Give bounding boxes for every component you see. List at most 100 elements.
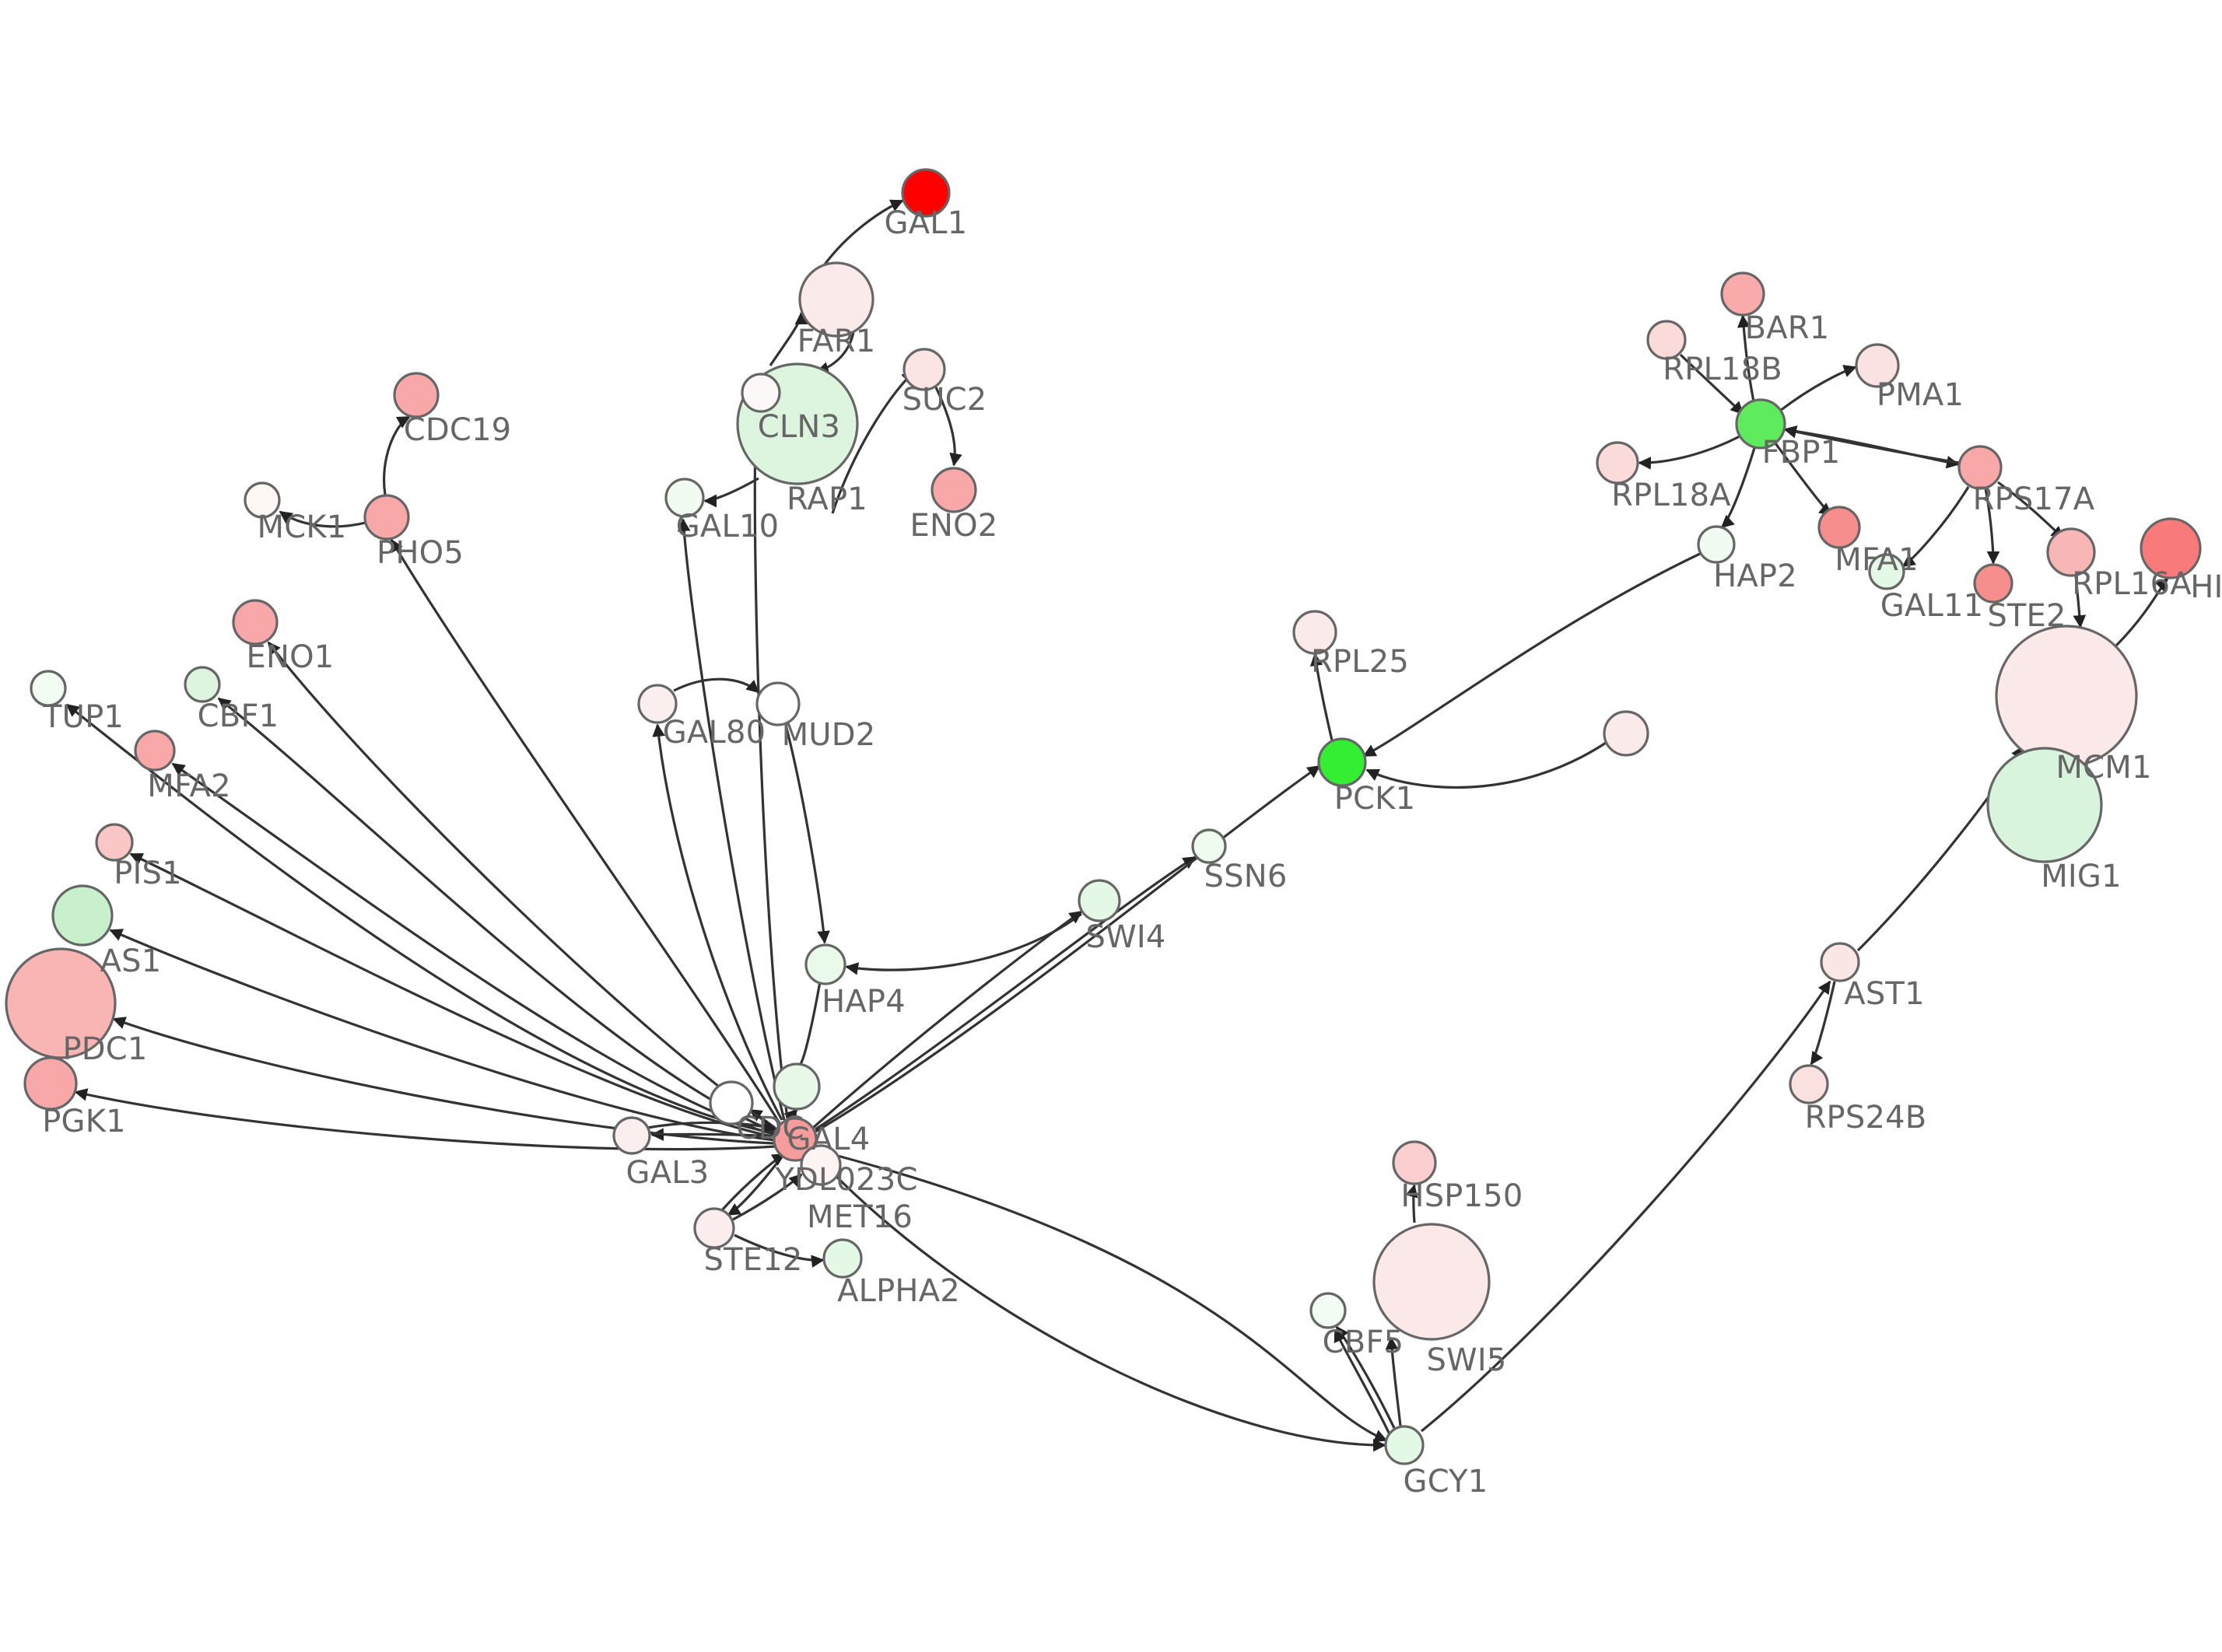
gene-node-cbf5[interactable] [1309,1292,1347,1329]
gene-node-gal3[interactable] [612,1116,651,1155]
gene-node-ssn6[interactable] [1191,828,1227,864]
gene-node-gal10[interactable] [664,478,705,518]
gene-node-pdc1[interactable] [5,947,117,1059]
gene-node-rpl16a[interactable] [2046,527,2096,577]
gene-label-rps24b: RPS24B [1805,1100,1927,1136]
edge-fbp1-to-rpl18a [1638,434,1742,470]
edge-mud2-to-hap4 [784,724,830,944]
gene-node-mfa1[interactable] [1817,506,1861,549]
gene-label-gcy1: GCY1 [1404,1464,1488,1500]
gene-node-tup1[interactable] [30,670,67,707]
gene-node-far1[interactable] [798,261,874,338]
gene-label-swi4: SWI4 [1086,919,1166,955]
gene-node-mud2[interactable] [755,681,801,726]
gene-node-rpl25[interactable] [1292,610,1337,655]
gene-label-bar1: BAR1 [1745,310,1830,346]
gene-node-hap4[interactable] [804,943,846,985]
gene-label-gal3: GAL3 [626,1155,710,1191]
gene-node-mcm1[interactable] [1995,625,2138,768]
gene-node-rpl18b[interactable] [1646,320,1687,360]
gene-node-as1[interactable] [51,884,114,947]
gene-node-gal1[interactable] [901,168,951,218]
gene-node-pgk1[interactable] [23,1056,78,1111]
gene-node-mig1[interactable] [1986,747,2103,863]
gene-node-fbp1[interactable] [1735,398,1786,450]
gene-node-suc2[interactable] [902,348,946,391]
gene-node-met16g[interactable] [773,1062,821,1111]
gene-node-cdc19[interactable] [393,372,440,418]
gene-node-his4[interactable] [2140,517,2202,579]
gene-node-pis1[interactable] [95,823,134,862]
gene-node-gal11[interactable] [1868,553,1905,590]
edge-gcy1-to-cbf5 [1334,1328,1391,1435]
gene-node-eno1[interactable] [232,599,279,646]
edge-gal4-to-ssn6 [815,856,1197,1131]
edge-gal4-to-gal10 [677,518,786,1121]
edge-pck1-to-rpl25 [1309,653,1334,741]
gene-node-swi4[interactable] [1078,879,1121,922]
gene-node-pck1[interactable] [1317,737,1367,787]
gene-node-swi5[interactable] [1372,1223,1491,1341]
edge-far1-to-gal1 [823,199,904,265]
gene-node-cbf1[interactable] [184,666,221,703]
gene-node-hap2[interactable] [1697,525,1736,564]
gene-label-pis1: PIS1 [114,856,182,891]
gene-node-rps17a[interactable] [1957,445,2003,490]
edge-gal4-to-gas1 [109,929,776,1142]
gene-label-hap2: HAP2 [1713,558,1797,594]
gene-label-gal10: GAL10 [676,509,780,544]
edge-rpl18b-to-fbp1 [1679,353,1744,415]
gene-node-gal4[interactable] [773,1117,818,1162]
gene-node-rpl18a[interactable] [1596,441,1639,485]
gene-label-mig1: MIG1 [2041,859,2122,894]
gene-label-alpha2: ALPHA2 [837,1273,960,1309]
edge-rps17a-to-ste2 [1984,488,2000,565]
edge-n_unl1-to-pck1 [1365,741,1607,789]
gene-label-cdc: CDC [736,1111,804,1146]
edge-pho5-to-cdc19 [383,415,411,495]
edge-gal4-to-alpha2 [813,1148,1388,1442]
edge-gal3-to-gal4 [647,1119,776,1133]
edge-gcy1-to-swi5 [1385,1336,1402,1426]
gene-label-pck1: PCK1 [1334,781,1416,817]
edge-rps17a-to-fbp1 [1783,425,1960,464]
gene-node-gal80[interactable] [637,684,678,724]
gene-label-fbp1: FBP1 [1762,435,1841,471]
edge-cln3-to-far1 [769,311,808,366]
gene-node-n_unl1[interactable] [1603,710,1649,757]
gene-label-met16: MET16 [807,1199,913,1235]
edge-fbp1-to-pma1 [1779,365,1857,412]
gene-node-pma1[interactable] [1855,343,1900,388]
gene-node-gcy1[interactable] [1384,1425,1425,1465]
gene-node-mfa2[interactable] [134,730,176,772]
gene-node-rps24b[interactable] [1789,1064,1829,1104]
gene-node-eno2[interactable] [931,467,977,513]
gene-label-pgk1: PGK1 [42,1104,126,1139]
gene-node-hsp150[interactable] [1392,1140,1437,1185]
gene-label-rps17a: RPS17A [1973,481,2095,517]
gene-node-ste2[interactable] [1973,563,2013,604]
gene-label-ssn6: SSN6 [1204,859,1288,894]
gene-node-ast1[interactable] [1820,942,1860,982]
gene-node-ydl023c[interactable] [800,1144,842,1186]
gene-node-pho5[interactable] [363,494,410,541]
edge-gal4-to-pho5 [390,538,781,1124]
gene-label-rap1: RAP1 [787,481,867,517]
gene-node-ste12[interactable] [693,1207,735,1249]
edge-gal4-to-pck1 [815,765,1321,1133]
gene-label-gal80: GAL80 [663,715,766,751]
gene-label-pdc1: PDC1 [62,1031,147,1067]
edge-layer [65,199,2169,1452]
gene-label-rpl25: RPL25 [1311,644,1409,680]
gene-label-cln3: CLN3 [758,409,840,445]
gene-label-hap4: HAP4 [822,984,906,1020]
gene-node-cdc[interactable] [709,1080,754,1125]
gene-node-mck1[interactable] [244,481,281,519]
gene-node-bar1[interactable] [1720,271,1765,317]
gene-label-gal4: GAL4 [787,1122,871,1157]
edge-fbp1-to-hap2 [1720,447,1756,529]
edge-ast1-to-rps24b [1810,981,1836,1066]
gene-node-rap1[interactable] [741,373,781,413]
gene-node-alpha2[interactable] [822,1238,863,1279]
